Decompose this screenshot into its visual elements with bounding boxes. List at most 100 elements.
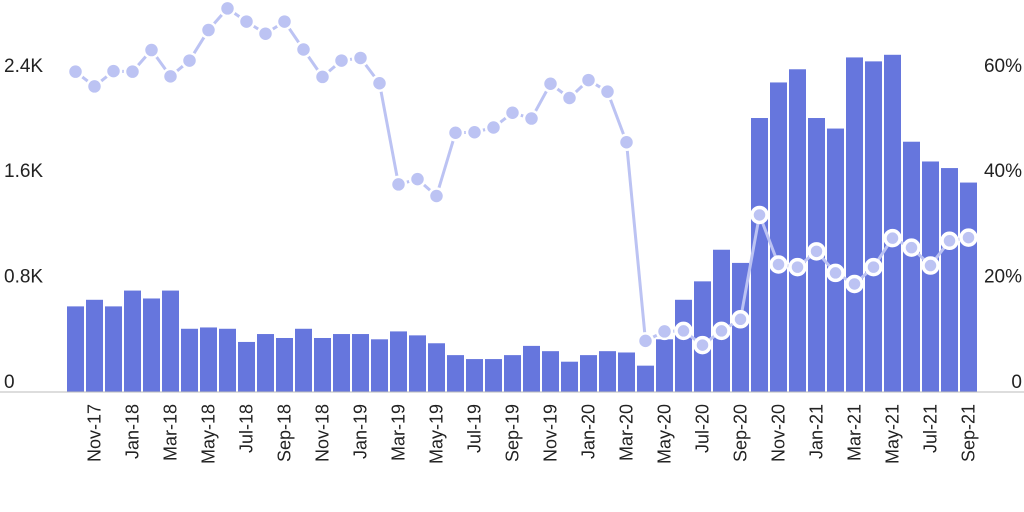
point-May-19 bbox=[427, 187, 446, 205]
point-Jan-21 bbox=[807, 242, 826, 261]
point-Oct-18 bbox=[294, 40, 313, 59]
y-left-tick-label: 1.6K bbox=[4, 161, 43, 182]
point-Aug-19 bbox=[484, 118, 503, 137]
bar-Aug-20 bbox=[713, 249, 730, 392]
point-Mar-18 bbox=[161, 67, 180, 86]
point-Oct-20 bbox=[750, 205, 769, 225]
bar-Nov-20 bbox=[770, 82, 787, 392]
point-May-20 bbox=[655, 322, 674, 341]
bar-Jul-18 bbox=[238, 341, 255, 392]
bar-Nov-17 bbox=[86, 299, 103, 392]
bar-Dec-19 bbox=[561, 361, 578, 392]
point-Dec-18 bbox=[332, 51, 351, 70]
point-Apr-19 bbox=[408, 170, 427, 188]
x-tick-label: Jul-21 bbox=[921, 404, 941, 453]
point-May-18 bbox=[199, 21, 218, 39]
point-Sep-19 bbox=[503, 103, 522, 122]
x-tick-label: Sep-19 bbox=[503, 404, 523, 462]
point-Feb-19 bbox=[370, 74, 389, 92]
bar-Mar-21 bbox=[846, 57, 863, 393]
point-Jan-20 bbox=[579, 71, 598, 89]
point-Aug-18 bbox=[256, 24, 275, 43]
point-Feb-21 bbox=[826, 263, 845, 283]
bar-Dec-20 bbox=[789, 69, 806, 392]
x-tick-label: Jan-18 bbox=[123, 404, 143, 459]
x-tick-label: Mar-19 bbox=[389, 404, 409, 461]
point-Jan-19 bbox=[351, 49, 370, 67]
x-tick-label: Sep-20 bbox=[731, 404, 751, 462]
x-tick-label: Jan-19 bbox=[351, 404, 371, 459]
bar-Jan-19 bbox=[352, 334, 369, 392]
point-Jun-21 bbox=[902, 238, 921, 257]
x-tick-label: Mar-20 bbox=[617, 404, 637, 461]
x-tick-label: Jan-20 bbox=[579, 404, 599, 459]
x-tick-label: Nov-18 bbox=[313, 404, 333, 462]
x-tick-label: Jul-18 bbox=[237, 404, 257, 453]
bar-Jun-18 bbox=[219, 328, 236, 392]
bar-Jun-19 bbox=[447, 355, 464, 392]
y-right-tick-label: 40% bbox=[984, 161, 1022, 182]
bar-series bbox=[67, 54, 977, 393]
point-Dec-20 bbox=[788, 257, 807, 277]
bar-May-19 bbox=[428, 343, 445, 392]
point-Mar-21 bbox=[845, 274, 864, 294]
bar-Oct-19 bbox=[523, 345, 540, 392]
point-Apr-21 bbox=[864, 257, 883, 277]
x-tick-label: May-21 bbox=[883, 404, 903, 464]
bar-Aug-21 bbox=[941, 168, 958, 392]
x-tick-label: May-18 bbox=[199, 404, 219, 464]
bar-Aug-19 bbox=[485, 359, 502, 392]
point-Oct-17 bbox=[66, 62, 85, 81]
bar-Nov-18 bbox=[314, 337, 331, 392]
bar-Apr-21 bbox=[865, 61, 882, 393]
line-series bbox=[66, 0, 978, 355]
bar-Oct-20 bbox=[751, 118, 768, 392]
y-right-tick-label: 20% bbox=[984, 267, 1022, 288]
bar-Sep-21 bbox=[960, 182, 977, 392]
point-Mar-19 bbox=[389, 175, 408, 194]
bar-Nov-19 bbox=[542, 351, 559, 392]
bar-May-20 bbox=[656, 339, 673, 392]
y-right-tick-label: 60% bbox=[984, 56, 1022, 77]
bar-Jun-20 bbox=[675, 299, 692, 392]
bar-May-18 bbox=[200, 327, 217, 392]
x-tick-label: Sep-21 bbox=[959, 404, 979, 462]
bar-Mar-19 bbox=[390, 331, 407, 392]
point-Sep-21 bbox=[959, 228, 978, 247]
point-Jun-18 bbox=[218, 0, 237, 18]
point-Dec-17 bbox=[104, 62, 123, 80]
point-Feb-18 bbox=[142, 41, 161, 59]
point-Jul-21 bbox=[921, 256, 940, 275]
point-Sep-18 bbox=[275, 12, 294, 31]
x-tick-label: Jan-21 bbox=[807, 404, 827, 459]
bar-Jun-21 bbox=[903, 141, 920, 392]
bar-Apr-18 bbox=[181, 328, 198, 392]
x-tick-label: Sep-18 bbox=[275, 404, 295, 462]
bar-Jul-21 bbox=[922, 161, 939, 392]
bar-Oct-18 bbox=[295, 328, 312, 392]
bar-Apr-19 bbox=[409, 335, 426, 392]
point-Sep-20 bbox=[731, 310, 750, 329]
bar-Mar-20 bbox=[618, 352, 635, 392]
y-axis-left: 0 0.8K 1.6K 2.4K bbox=[4, 56, 43, 393]
point-Dec-19 bbox=[560, 89, 579, 107]
point-Mar-20 bbox=[617, 133, 636, 152]
x-tick-label: Nov-20 bbox=[769, 404, 789, 462]
point-Jul-20 bbox=[693, 335, 712, 355]
x-tick-label: Jul-19 bbox=[465, 404, 485, 453]
x-axis-ticks: Nov-17 Jan-18 Mar-18 May-18 Jul-18 Sep-18 Nov-… bbox=[85, 404, 979, 464]
bar-Mar-18 bbox=[162, 290, 179, 392]
bar-Sep-18 bbox=[276, 337, 293, 392]
bar-Feb-21 bbox=[827, 128, 844, 392]
bar-May-21 bbox=[884, 54, 901, 393]
point-Feb-20 bbox=[598, 82, 617, 101]
x-tick-label: Nov-19 bbox=[541, 404, 561, 462]
y-left-tick-label: 0.8K bbox=[4, 267, 43, 288]
point-May-21 bbox=[883, 228, 902, 248]
y-left-tick-label: 2.4K bbox=[4, 56, 43, 77]
point-Oct-19 bbox=[522, 109, 541, 128]
bar-Feb-18 bbox=[143, 298, 160, 392]
point-Nov-18 bbox=[313, 68, 332, 86]
x-tick-label: Mar-21 bbox=[845, 404, 865, 461]
point-Aug-21 bbox=[940, 231, 959, 251]
